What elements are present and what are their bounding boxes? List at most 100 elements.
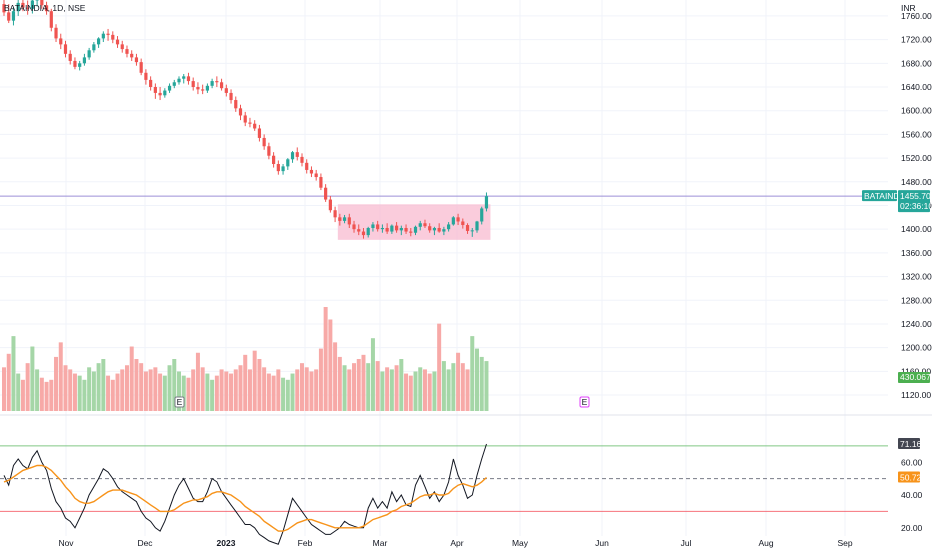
volume-bar <box>186 377 191 411</box>
candle-body <box>44 5 49 12</box>
candle-body <box>290 152 295 160</box>
volume-bar <box>437 323 442 411</box>
candle-body <box>134 57 139 63</box>
rsi-ma-line <box>3 464 487 532</box>
volume-bar <box>167 365 172 411</box>
candle-body <box>149 79 153 88</box>
candle-body <box>272 155 276 165</box>
price-tick-label: 1480.00 <box>901 177 932 187</box>
candle-body <box>357 229 361 232</box>
volume-bar <box>276 369 281 411</box>
candle-body <box>352 224 356 230</box>
candle-body <box>167 85 172 91</box>
volume-badge <box>898 372 930 383</box>
volume-bar <box>342 365 347 411</box>
volume-bar <box>451 363 456 411</box>
volume-bar <box>195 352 200 411</box>
price-tick-label: 1560.00 <box>901 129 932 139</box>
candle-body <box>172 82 176 86</box>
volume-bar <box>191 369 196 411</box>
candle-body <box>328 199 332 211</box>
volume-bar <box>352 363 357 411</box>
candle-body <box>144 72 148 80</box>
volume-bar <box>210 379 215 411</box>
price-tick-label: 1400.00 <box>901 224 932 234</box>
currency-label: INR <box>901 3 916 13</box>
date-label: 2023 <box>217 538 236 548</box>
volume-bar <box>106 375 111 411</box>
volume-bar <box>139 363 144 411</box>
volume-bar <box>6 353 11 411</box>
candle-body <box>243 115 247 123</box>
earnings-marker-icon: E <box>579 396 590 408</box>
volume-bar <box>366 363 371 411</box>
rsi-tick-label: 20.00 <box>901 523 923 533</box>
rsi-line <box>3 443 487 545</box>
consolidation-range-box <box>337 204 491 240</box>
candle-body <box>404 227 408 232</box>
volume-bar <box>299 363 304 411</box>
volume-bar <box>252 350 257 411</box>
volume-bar <box>323 307 328 411</box>
volume-bar <box>115 373 120 411</box>
volume-bar <box>68 369 73 411</box>
candle-body <box>30 0 34 9</box>
volume-bar <box>11 336 16 411</box>
candle-body <box>399 227 403 231</box>
volume-bar <box>465 369 470 411</box>
candle-body <box>470 230 474 232</box>
candle-body <box>205 85 209 91</box>
candle-body <box>224 88 228 93</box>
volume-bar <box>295 369 300 411</box>
candle-body <box>451 217 455 225</box>
volume-bar <box>441 361 446 411</box>
volume-bar <box>229 373 234 411</box>
volume-bar <box>361 354 366 411</box>
candle-body <box>68 53 72 61</box>
candle-body <box>101 33 105 39</box>
volume-bars <box>2 307 489 411</box>
rsi-value: 71.16 <box>900 439 922 449</box>
time-axis[interactable]: Nov Dec 2023 Feb Mar Apr May Jun Jul Aug Sep <box>58 538 852 548</box>
candle-body <box>120 44 124 50</box>
symbol-name[interactable]: BATAINDIA <box>4 3 48 13</box>
volume-bar <box>271 375 276 411</box>
volume-bar <box>158 373 163 411</box>
candle-body <box>338 217 342 221</box>
candle-body <box>432 227 437 231</box>
rsi-axis[interactable]: 60.00 40.00 20.00 <box>901 457 923 533</box>
price-tick-label: 1600.00 <box>901 106 932 116</box>
rsi-pane <box>0 443 888 545</box>
volume-bar <box>134 359 139 411</box>
interval-label[interactable]: 1D <box>52 3 64 13</box>
candle-body <box>281 166 285 172</box>
volume-bar <box>475 348 479 411</box>
volume-bar <box>247 369 252 411</box>
candle-body <box>182 76 186 79</box>
candle-body <box>314 173 318 178</box>
candle-body <box>253 123 257 129</box>
volume-bar <box>224 371 229 411</box>
volume-bar <box>2 367 6 411</box>
price-tick-label: 1320.00 <box>901 272 932 282</box>
candle-body <box>130 53 134 58</box>
candle-body <box>11 11 16 21</box>
volume-bar <box>200 367 205 411</box>
volume-bar <box>470 336 475 411</box>
price-tick-label: 1360.00 <box>901 248 932 258</box>
date-label: Jul <box>681 538 692 548</box>
price-tick-label: 1240.00 <box>901 319 932 329</box>
date-label: Feb <box>298 538 313 548</box>
volume-bar <box>58 342 63 411</box>
price-candles <box>2 0 489 239</box>
symbol-price-tag <box>862 190 897 202</box>
volume-bar <box>243 354 248 411</box>
candle-body <box>461 221 465 226</box>
candle-body <box>442 229 446 232</box>
volume-bar <box>219 369 224 411</box>
volume-bar <box>129 346 134 411</box>
candle-body <box>380 227 384 230</box>
candle-body <box>115 39 120 45</box>
